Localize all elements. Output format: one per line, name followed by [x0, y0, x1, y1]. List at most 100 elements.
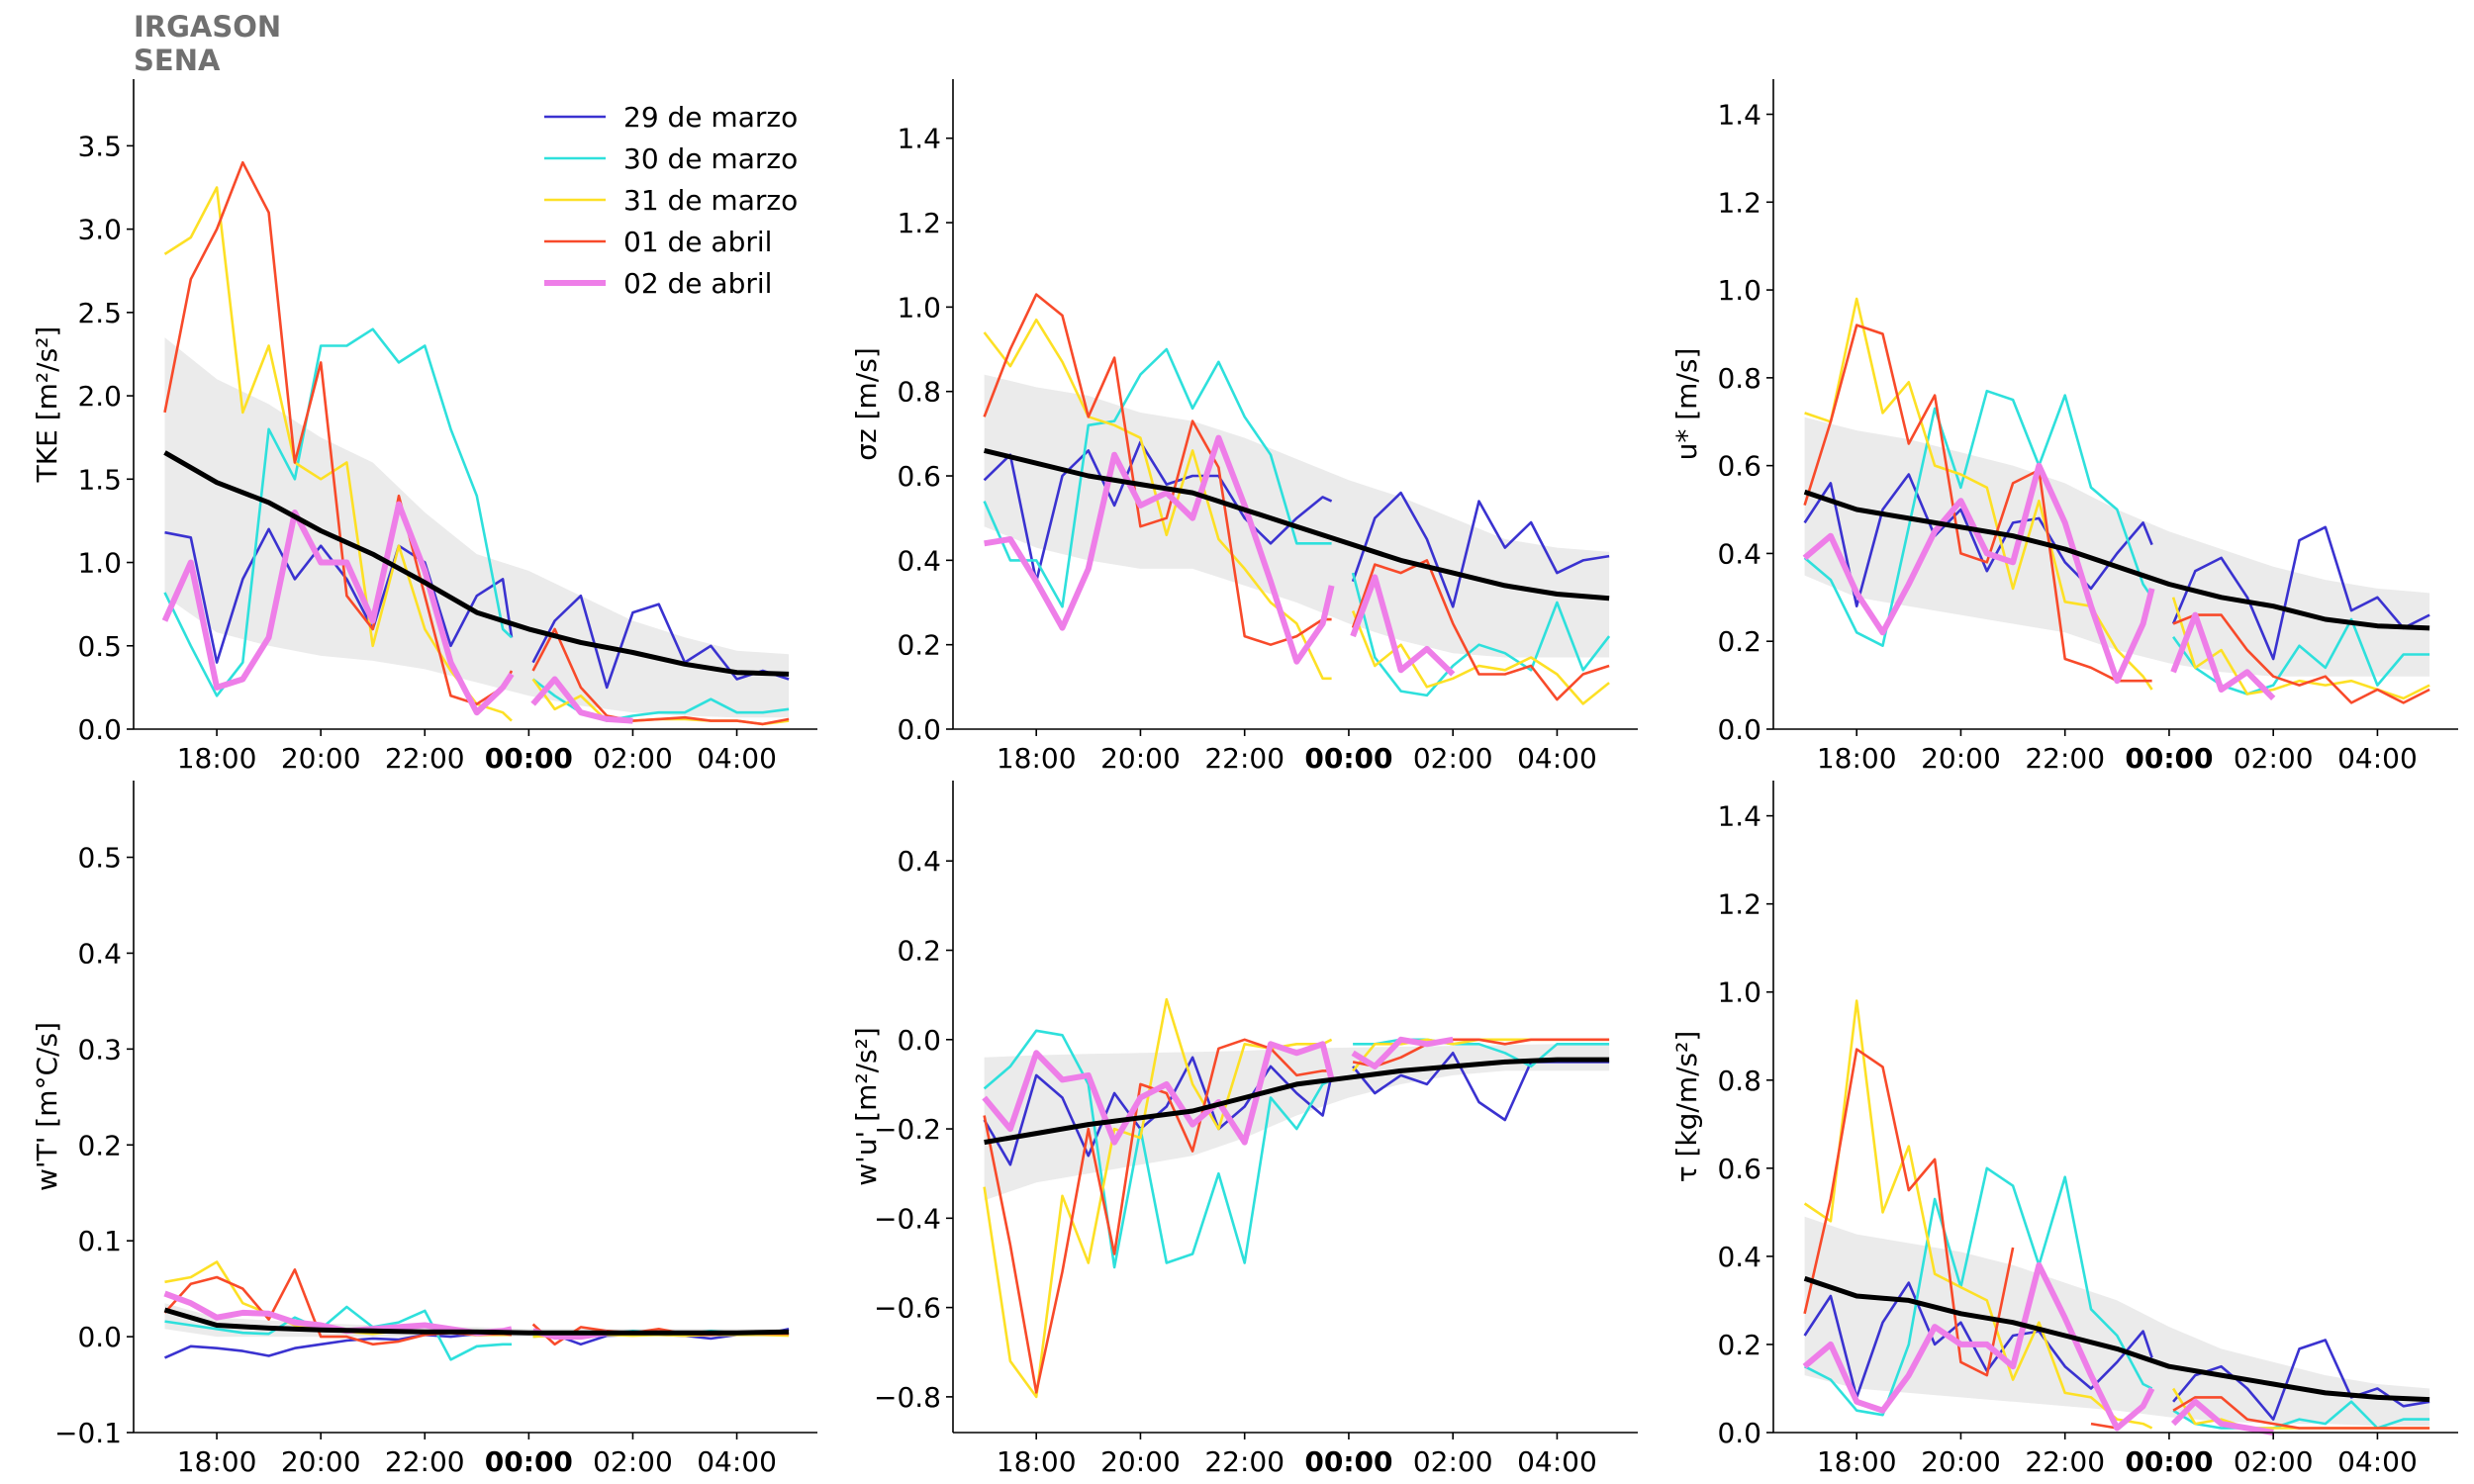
- x-tick-label: 20:00: [1921, 742, 2001, 775]
- y-axis-label: w'u' [m²/s²]: [850, 1027, 883, 1186]
- y-tick-label: 0.8: [897, 376, 941, 409]
- series-29-de-marzo: [164, 527, 790, 690]
- y-tick-label: −0.2: [874, 1113, 941, 1146]
- std-band: [984, 1044, 1610, 1201]
- y-tick-label: 0.8: [1717, 1065, 1761, 1097]
- y-tick-label: 1.5: [77, 463, 122, 496]
- y-tick-label: 1.2: [1717, 186, 1761, 219]
- y-tick-label: 0.4: [897, 544, 941, 577]
- std-band: [984, 374, 1610, 658]
- station-title-line1: IRGASON: [134, 10, 282, 44]
- legend-label-30-de-marzo: 30 de marzo: [623, 142, 798, 175]
- x-tick-label: 20:00: [281, 1445, 361, 1478]
- y-tick-label: 1.4: [1717, 800, 1761, 833]
- x-tick-label: 18:00: [1817, 742, 1897, 775]
- x-tick-label: 00:00: [1304, 1445, 1392, 1478]
- panel-3: 0.0 0.2 0.4 0.6 0.8 1.0 1.2 1.4 18:00 20:00 22:00 0…: [1670, 79, 2458, 775]
- y-tick-label: 0.2: [1717, 1329, 1761, 1361]
- x-tick-label: 00:00: [1304, 742, 1392, 775]
- series-30-de-marzo: [1803, 389, 2430, 696]
- mean-line: [984, 1057, 1610, 1146]
- y-tick-label: −0.6: [874, 1292, 941, 1325]
- x-tick-label: 02:00: [593, 742, 673, 775]
- y-tick-label: 0.4: [77, 937, 122, 970]
- y-tick-label: 1.4: [1717, 99, 1761, 132]
- x-tick-label: 22:00: [2025, 1445, 2105, 1478]
- y-tick-label: 1.4: [897, 123, 941, 155]
- series-30-de-marzo: [1804, 1166, 2430, 1430]
- x-tick-label: 22:00: [385, 742, 465, 775]
- y-tick-label: −0.8: [874, 1381, 941, 1414]
- panel-5: −0.8 −0.6 −0.4 −0.2 0.0 0.2 0.4 18:00 20:00 22:00…: [850, 781, 1638, 1478]
- x-tick-label: 20:00: [1100, 742, 1181, 775]
- x-tick-label: 22:00: [385, 1445, 465, 1478]
- std-band: [1804, 1216, 2430, 1427]
- y-tick-label: 1.0: [897, 291, 941, 324]
- panel-1: 0.0 0.5 1.0 1.5 2.0 2.5 3.0 3.5 18:00 20:00 22:00 0…: [31, 79, 817, 775]
- y-tick-label: 0.6: [1717, 1153, 1761, 1185]
- x-tick-label: 02:00: [1413, 742, 1493, 775]
- x-tick-label: 20:00: [1100, 1445, 1181, 1478]
- y-tick-label: 0.5: [77, 630, 122, 663]
- x-tick-label: 18:00: [177, 742, 257, 775]
- panel-6: 0.0 0.2 0.4 0.6 0.8 1.0 1.2 1.4 18:00 20:00 22:00 0…: [1670, 781, 2458, 1478]
- x-tick-label: 18:00: [997, 1445, 1077, 1478]
- legend-label-01-de-abril: 01 de abril: [623, 226, 772, 258]
- y-tick-label: 0.4: [1717, 537, 1761, 570]
- station-title: IRGASON SENA: [134, 10, 281, 77]
- x-tick-label: 04:00: [2337, 1445, 2418, 1478]
- x-tick-label: 22:00: [2025, 742, 2105, 775]
- x-tick-label: 02:00: [2234, 1445, 2314, 1478]
- y-tick-label: 0.0: [1717, 713, 1761, 746]
- y-axis-label: τ [kg/m/s²]: [1670, 1031, 1703, 1183]
- y-tick-label: 0.5: [77, 842, 122, 875]
- mean-line: [163, 450, 790, 677]
- y-tick-label: 0.2: [897, 935, 941, 968]
- legend-label-02-de-abril: 02 de abril: [623, 267, 772, 300]
- x-tick-label: 18:00: [177, 1445, 257, 1478]
- legend-label-31-de-marzo: 31 de marzo: [623, 184, 798, 217]
- x-tick-label: 18:00: [1817, 1445, 1897, 1478]
- std-band: [164, 337, 790, 718]
- series-01-de-abril: [1803, 324, 2430, 704]
- y-tick-label: 0.0: [77, 1321, 122, 1353]
- x-tick-label: 00:00: [485, 1445, 573, 1478]
- x-tick-label: 02:00: [593, 1445, 673, 1478]
- panel-2: 0.0 0.2 0.4 0.6 0.8 1.0 1.2 1.4 18:00 20:00 22:00 0…: [850, 79, 1638, 775]
- x-tick-label: 04:00: [1517, 1445, 1597, 1478]
- y-tick-label: 0.2: [897, 629, 941, 662]
- y-tick-label: 0.1: [77, 1225, 122, 1257]
- y-tick-label: −0.4: [874, 1202, 941, 1235]
- y-axis-label: w'T' [m°C/s]: [31, 1022, 63, 1191]
- y-tick-label: 1.0: [1717, 976, 1761, 1009]
- y-tick-label: 3.5: [77, 130, 122, 162]
- series-30-de-marzo: [983, 347, 1611, 697]
- series-30-de-marzo: [983, 1029, 1610, 1269]
- y-tick-label: 2.0: [77, 380, 122, 413]
- legend-label-29-de-marzo: 29 de marzo: [623, 101, 798, 134]
- y-tick-label: 1.0: [1717, 274, 1761, 307]
- mean-line: [984, 447, 1610, 602]
- y-tick-label: 0.2: [77, 1129, 122, 1161]
- y-tick-label: 0.6: [897, 460, 941, 493]
- x-tick-label: 04:00: [697, 1445, 777, 1478]
- x-tick-label: 04:00: [2337, 742, 2418, 775]
- y-tick-label: 1.2: [1717, 888, 1761, 921]
- series-02-de-abril: [161, 501, 633, 724]
- y-tick-label: 0.2: [1717, 625, 1761, 658]
- y-tick-label: 3.0: [77, 214, 122, 246]
- x-tick-label: 00:00: [2125, 1445, 2213, 1478]
- y-tick-label: 0.4: [1717, 1241, 1761, 1273]
- y-axis-label: u* [m/s]: [1670, 348, 1703, 461]
- mean-line: [163, 1307, 790, 1336]
- y-tick-label: −0.1: [54, 1417, 122, 1449]
- series-02-de-abril: [984, 434, 1456, 677]
- panel-4: −0.1 0.0 0.1 0.2 0.3 0.4 0.5 18:00 20:00 22:00 00:…: [31, 781, 817, 1478]
- y-tick-label: 0.0: [1717, 1417, 1761, 1449]
- y-tick-label: 1.2: [897, 207, 941, 239]
- series-31-de-marzo: [983, 318, 1610, 705]
- series-01-de-abril: [1803, 1048, 2430, 1430]
- x-tick-label: 22:00: [1204, 742, 1285, 775]
- y-tick-label: 0.8: [1717, 362, 1761, 395]
- series-02-de-abril: [982, 1036, 1454, 1146]
